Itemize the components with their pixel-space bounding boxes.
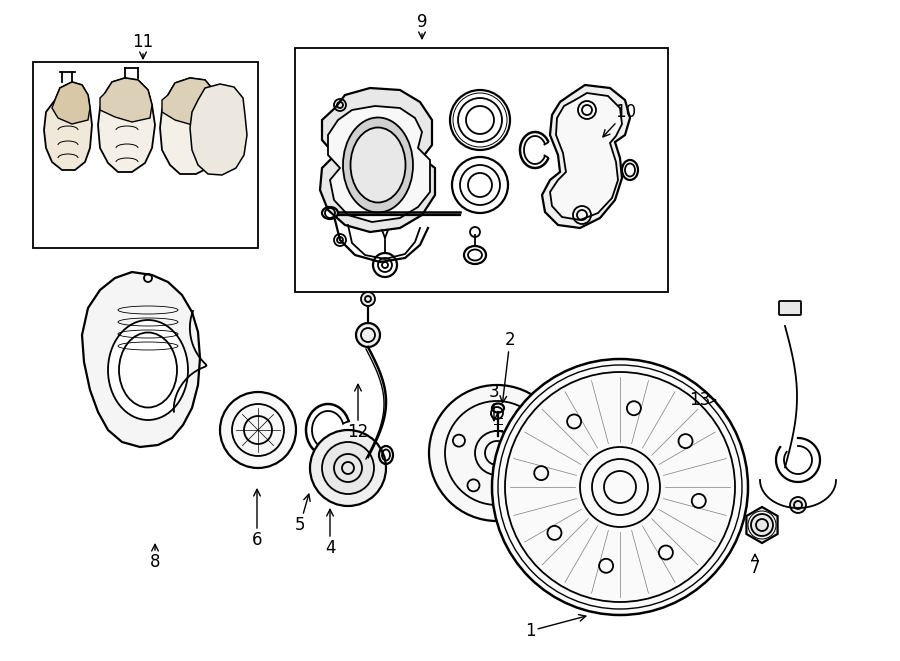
Text: 10: 10 bbox=[603, 103, 636, 137]
Text: 3: 3 bbox=[489, 383, 500, 420]
Circle shape bbox=[361, 292, 375, 306]
Text: 1: 1 bbox=[525, 615, 586, 640]
Polygon shape bbox=[52, 82, 90, 124]
Text: 4: 4 bbox=[325, 510, 335, 557]
Polygon shape bbox=[746, 507, 778, 543]
Polygon shape bbox=[550, 93, 622, 220]
Polygon shape bbox=[320, 88, 435, 232]
Ellipse shape bbox=[350, 128, 406, 202]
Polygon shape bbox=[100, 78, 152, 122]
Text: 12: 12 bbox=[347, 384, 369, 441]
Circle shape bbox=[492, 359, 748, 615]
Circle shape bbox=[429, 385, 565, 521]
Text: 11: 11 bbox=[132, 33, 154, 59]
Circle shape bbox=[310, 430, 386, 506]
Circle shape bbox=[751, 514, 773, 536]
Text: 2: 2 bbox=[500, 331, 516, 403]
Polygon shape bbox=[98, 78, 155, 172]
Circle shape bbox=[322, 442, 374, 494]
Polygon shape bbox=[542, 85, 630, 228]
Polygon shape bbox=[328, 106, 430, 222]
Polygon shape bbox=[190, 84, 247, 175]
FancyBboxPatch shape bbox=[779, 301, 801, 315]
Ellipse shape bbox=[343, 118, 413, 212]
Circle shape bbox=[220, 392, 296, 468]
Text: 6: 6 bbox=[252, 489, 262, 549]
Bar bbox=[33, 62, 258, 248]
Polygon shape bbox=[82, 272, 200, 447]
Circle shape bbox=[790, 497, 806, 513]
Text: 8: 8 bbox=[149, 544, 160, 571]
Text: 9: 9 bbox=[417, 13, 428, 39]
Ellipse shape bbox=[119, 332, 177, 407]
Text: 7: 7 bbox=[750, 555, 760, 577]
Text: 13: 13 bbox=[689, 391, 716, 409]
Bar bbox=[295, 48, 668, 292]
Polygon shape bbox=[162, 78, 218, 126]
Circle shape bbox=[356, 323, 380, 347]
Polygon shape bbox=[44, 82, 92, 170]
Text: 5: 5 bbox=[295, 494, 310, 534]
Polygon shape bbox=[160, 78, 220, 174]
Ellipse shape bbox=[108, 320, 188, 420]
